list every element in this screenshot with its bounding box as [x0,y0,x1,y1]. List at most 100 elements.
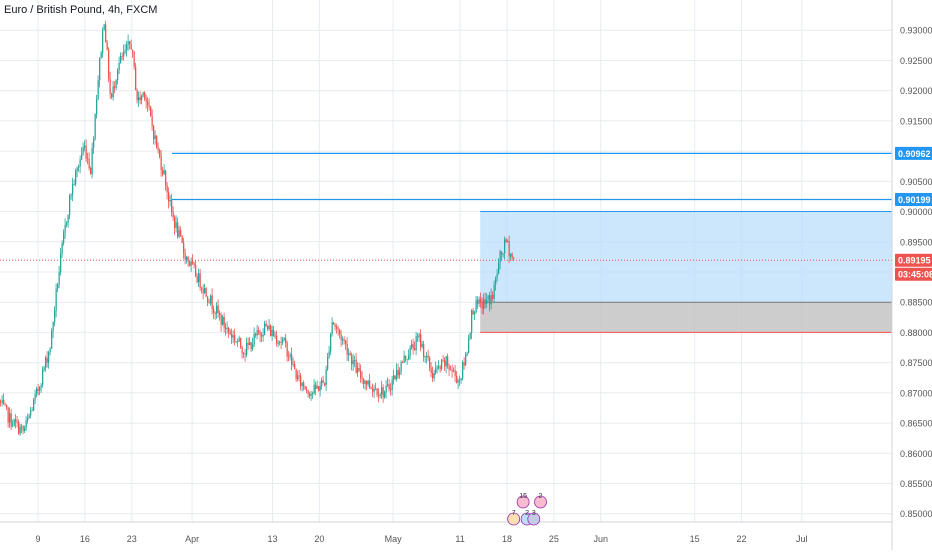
candle-body [27,417,29,421]
candle-body [148,105,150,107]
candle-body [99,58,101,81]
candle-body [486,299,488,304]
candle-body [367,380,369,385]
event-marker [527,512,541,526]
candle-body [454,370,456,376]
candle-body [460,378,462,380]
candle-body [324,382,326,386]
candle-body [246,342,248,355]
event-count: 7 [512,510,516,517]
candle-body [262,334,264,337]
candle-body [471,310,473,333]
candle-body [100,52,102,59]
candle-body [172,212,174,218]
candle-body [346,343,348,355]
candle-body [43,367,45,370]
candle-body [325,369,327,386]
countdown-badge: 03:45:08 [898,270,932,280]
target-zone [480,211,892,303]
candle-body [205,288,207,297]
candle-body [147,101,149,106]
candle-body [111,93,113,98]
candle-body [240,337,242,347]
candle-body [136,89,138,101]
candle-body [427,355,429,358]
candle-body [255,333,257,336]
y-tick-label: 0.88500 [900,298,932,308]
candle-body [481,301,483,309]
candle-body [408,356,410,360]
candle-body [15,419,17,422]
candle-body [310,393,312,396]
x-tick-label: 16 [80,534,90,544]
candle-body [283,337,285,341]
countdown-badge-bg [895,267,932,281]
candle-body [45,357,47,368]
y-tick-label: 0.89500 [900,237,932,247]
y-tick-label: 0.91500 [900,116,932,126]
candle-body [340,334,342,341]
candle-body [322,380,324,383]
candle-body [294,364,296,369]
candle-body [466,352,468,356]
candle-body [480,298,482,302]
candle-body [208,302,210,304]
candle-body [261,334,263,337]
candle-body [222,316,224,325]
candle-body [88,158,90,169]
candle-body [213,308,215,313]
candle-body [256,330,258,336]
candle-body [4,404,6,405]
y-tick-label: 0.90000 [900,207,932,217]
x-tick-label: Jul [796,534,808,544]
candle-body [117,70,119,80]
event-count: 2 [539,493,543,500]
candle-body [348,353,350,355]
candle-body [28,415,30,418]
candle-body [258,330,260,333]
candle-body [343,339,345,341]
candle-body [91,148,93,175]
candle-body [93,139,95,149]
candle-body [421,343,423,347]
candle-body [190,261,192,266]
candle-body [355,359,357,373]
candle-body [495,278,497,285]
candle-body [196,276,198,283]
x-tick-label: 25 [549,534,559,544]
candle-body [426,355,428,357]
candle-body [9,413,11,423]
candle-body [235,341,237,343]
candle-body [393,375,395,380]
candle-body [105,24,107,43]
candle-body [331,322,333,335]
candle-body [157,147,159,151]
candle-body [94,114,96,140]
candle-body [214,312,216,314]
candle-body [357,368,359,373]
current-price-badge-bg [895,253,932,267]
candle-body [303,382,305,387]
candle-body [375,388,377,390]
candle-body [397,369,399,376]
candle-body [259,332,261,335]
candle-body [336,326,338,329]
candle-body [61,243,63,254]
candle-body [69,195,71,216]
candle-body [159,150,161,157]
candle-body [492,294,494,299]
candle-body [439,366,441,370]
candle-body [307,390,309,394]
candle-body [106,42,108,50]
level-badge-bg [895,193,932,207]
candle-body [402,362,404,363]
candle-body [288,356,290,358]
candle-body [330,334,332,352]
candle-body [12,426,14,427]
candle-body [441,360,443,370]
candle-body [36,388,38,395]
candle-body [178,230,180,237]
candle-body [79,159,81,167]
